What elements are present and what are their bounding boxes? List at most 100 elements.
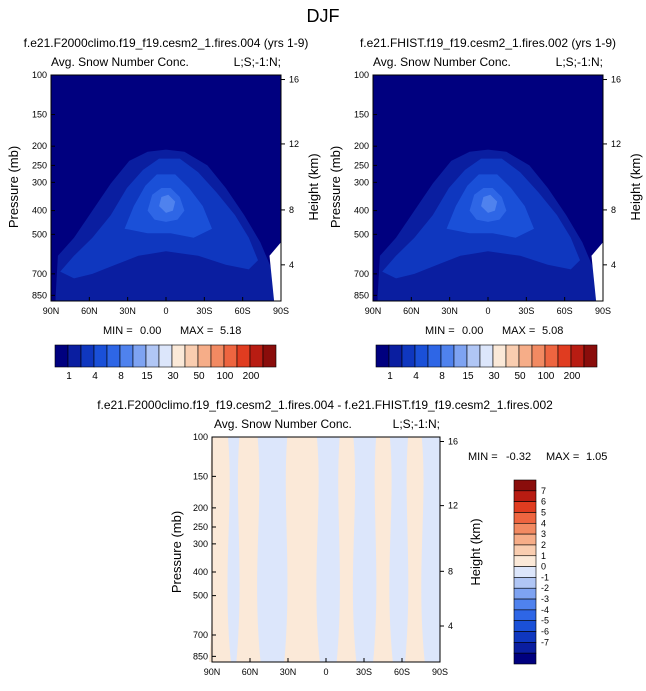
contour-positive	[209, 437, 231, 662]
panel-1-colorbar: 1 4 8 15 30 50 100 200	[54, 344, 277, 382]
panel-3-plot	[209, 436, 441, 663]
colorbar-label: 30	[167, 371, 179, 382]
colorbar-label: -7	[541, 637, 549, 647]
colorbar-label: 50	[514, 371, 526, 382]
colorbar-box	[119, 344, 134, 368]
panel-3-x-ticks: 90N 60N 30N 0 30S 60S 90S	[204, 658, 448, 677]
y-tick-label: 400	[32, 206, 47, 216]
x-tick-label: 60S	[557, 306, 573, 316]
y-tick-label: 700	[32, 269, 47, 279]
panel-2-subtitle-right: L;S;-1:N;	[556, 55, 603, 69]
panel-3-min-value: -0.32	[506, 451, 531, 463]
y-tick-label: 100	[193, 432, 208, 442]
colorbar-label: 200	[243, 371, 260, 382]
colorbar-label: 8	[118, 371, 124, 382]
colorbar-box	[453, 344, 468, 368]
panel-1-min-label: MIN =	[103, 325, 133, 337]
x-tick-label: 0	[485, 306, 490, 316]
contour-fill	[373, 75, 603, 301]
x-tick-label: 30S	[196, 306, 212, 316]
x-tick-label: 90N	[204, 667, 221, 677]
x-tick-label: 90S	[273, 306, 289, 316]
x-tick-label: 30N	[441, 306, 458, 316]
colorbar-label: -4	[541, 605, 549, 615]
x-tick-label: 30S	[356, 667, 372, 677]
colorbar-box	[513, 490, 537, 502]
colorbar-box	[210, 344, 225, 368]
y-right-tick-label: 8	[611, 205, 616, 215]
colorbar-box	[67, 344, 82, 368]
colorbar-label: -1	[541, 572, 549, 582]
colorbar-box	[427, 344, 442, 368]
contour-fill	[51, 75, 281, 301]
x-tick-label: 60S	[394, 667, 410, 677]
y-tick-label: 250	[354, 160, 369, 170]
colorbar-box	[557, 344, 572, 368]
colorbar-box	[466, 344, 481, 368]
colorbar-box	[505, 344, 520, 368]
panel-2-max-value: 5.08	[542, 325, 563, 337]
colorbar-box	[544, 344, 559, 368]
panel-2-min-label: MIN =	[425, 325, 455, 337]
colorbar-label: -6	[541, 627, 549, 637]
y-tick-label: 400	[354, 206, 369, 216]
colorbar-label: 6	[541, 497, 546, 507]
colorbar-box	[375, 344, 390, 368]
y-tick-label: 400	[193, 567, 208, 577]
panel-1-x-ticks: 90N 60N 30N 0 30S 60S 90S	[43, 297, 289, 316]
colorbar-box	[570, 344, 585, 368]
colorbar-label: 1	[541, 551, 546, 561]
colorbar-label: 1	[387, 371, 393, 382]
colorbar-label: 8	[439, 371, 445, 382]
y-right-tick-label: 8	[448, 566, 453, 576]
y-tick-label: 200	[354, 141, 369, 151]
panel-2-x-ticks: 90N 60N 30N 0 30S 60S 90S	[365, 297, 611, 316]
panel-2-title: f.e21.FHIST.f19_f19.cesm2_1.fires.002 (y…	[360, 36, 616, 50]
y-tick-label: 700	[354, 269, 369, 279]
y-right-tick-label: 12	[289, 139, 299, 149]
y-tick-label: 850	[354, 290, 369, 300]
y-tick-label: 300	[32, 177, 47, 187]
panel-2-ylabel-right: Height (km)	[628, 153, 643, 220]
colorbar-box	[513, 501, 537, 513]
panel-1: f.e21.F2000climo.f19_f19.cesm2_1.fires.0…	[6, 36, 321, 382]
panel-1-y-ticks: 100 150 200 250 300 400 500 700 850	[32, 70, 55, 300]
colorbar-box	[513, 587, 537, 600]
colorbar-box	[249, 344, 264, 368]
colorbar-box	[145, 344, 160, 368]
x-tick-label: 30N	[119, 306, 136, 316]
panel-3-ylabel-right: Height (km)	[468, 518, 483, 585]
page-title: DJF	[307, 6, 340, 26]
colorbar-box	[513, 598, 537, 611]
colorbar-label: 30	[488, 371, 500, 382]
panel-1-ylabel: Pressure (mb)	[6, 146, 21, 228]
colorbar-box	[513, 544, 537, 557]
colorbar-label: 15	[141, 371, 153, 382]
panel-3: f.e21.F2000climo.f19_f19.cesm2_1.fires.0…	[97, 398, 607, 677]
colorbar-label: -3	[541, 594, 549, 604]
colorbar-box	[513, 566, 537, 578]
colorbar-box	[54, 344, 69, 368]
panel-1-subtitle-right: L;S;-1:N;	[234, 55, 281, 69]
y-right-tick-label: 16	[611, 75, 621, 85]
colorbar-box	[518, 344, 533, 368]
colorbar-label: -2	[541, 583, 549, 593]
x-tick-label: 30N	[280, 667, 297, 677]
y-tick-label: 500	[32, 229, 47, 239]
colorbar-box	[106, 344, 121, 368]
y-tick-label: 850	[32, 290, 47, 300]
panel-3-y-ticks: 100 150 200 250 300 400 500 700 850	[193, 432, 216, 661]
colorbar-box	[513, 512, 537, 524]
x-tick-label: 60N	[242, 667, 259, 677]
colorbar-box	[93, 344, 108, 368]
y-tick-label: 150	[193, 471, 208, 481]
panel-3-title: f.e21.F2000climo.f19_f19.cesm2_1.fires.0…	[97, 398, 553, 412]
colorbar-box	[236, 344, 251, 368]
colorbar-label: 2	[541, 540, 546, 550]
colorbar-box	[158, 344, 173, 368]
x-tick-label: 0	[323, 667, 328, 677]
y-tick-label: 500	[354, 229, 369, 239]
x-tick-label: 60N	[403, 306, 420, 316]
colorbar-box	[223, 344, 238, 368]
colorbar-box	[583, 344, 598, 368]
